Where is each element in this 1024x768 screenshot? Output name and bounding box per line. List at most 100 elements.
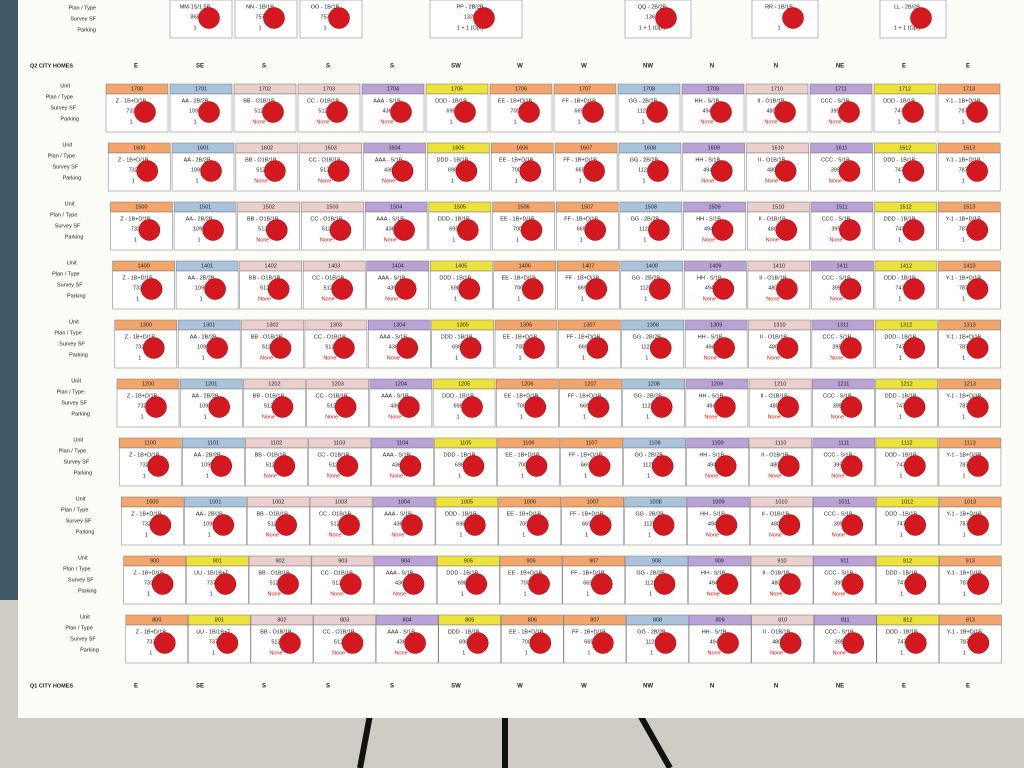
survey-sf: 480 <box>767 167 776 173</box>
parking: 1 <box>647 473 650 479</box>
sold-sticker <box>402 573 425 595</box>
sold-sticker <box>647 160 669 182</box>
unit-number: 909 <box>715 558 724 564</box>
sold-sticker <box>462 455 485 477</box>
survey-sf: 747 <box>895 285 904 291</box>
sold-sticker <box>390 101 412 123</box>
exposure: NE <box>836 64 844 70</box>
unit-number: 1402 <box>265 263 277 269</box>
survey-sf: 1123 <box>639 226 651 232</box>
survey-sf: 512 <box>320 167 329 173</box>
survey-sf: 698 <box>453 403 462 409</box>
exposure: SW <box>451 684 461 690</box>
unit-number: 1613 <box>963 145 975 151</box>
survey-sf: 512 <box>324 285 333 291</box>
plan-type: EE - 1B+D/1B <box>503 334 538 340</box>
parking: 1 <box>961 119 964 125</box>
parking: 1 <box>898 178 901 184</box>
parking: 1 <box>962 473 965 479</box>
unit-number: 1109 <box>712 440 724 446</box>
unit-number: 1101 <box>207 440 219 446</box>
survey-sf: 395 <box>832 285 841 291</box>
unit-number: 900 <box>150 558 159 564</box>
plan-type: CC - O1B/1B <box>312 275 344 281</box>
survey-sf: 512 <box>332 580 341 586</box>
row-label: Unit <box>62 142 72 148</box>
sold-sticker <box>277 573 299 595</box>
row-label: Survey SF <box>53 164 79 170</box>
survey-sf: 480 <box>770 403 779 409</box>
unit-number: 1007 <box>587 499 599 505</box>
row-label: Plan / Type <box>65 625 92 631</box>
parking: None <box>701 178 714 184</box>
parking: None <box>268 591 281 597</box>
plan-type: Z - 1B+D/1B <box>122 275 153 281</box>
row-label: Survey SF <box>66 518 92 524</box>
plan-type: DDD - 1B/1B <box>886 570 918 576</box>
window <box>0 0 22 600</box>
unit-number: 1401 <box>201 263 213 269</box>
unit-number: 1510 <box>772 204 784 210</box>
survey-sf: 395 <box>830 108 839 114</box>
exposure: E <box>902 684 906 690</box>
parking: 1 <box>898 237 901 243</box>
sold-sticker <box>779 573 801 595</box>
parking: None <box>380 119 393 125</box>
survey-sf: 1123 <box>640 285 652 291</box>
unit-number: 1406 <box>519 263 531 269</box>
sold-sticker <box>585 278 608 300</box>
sold-sticker <box>523 337 545 359</box>
plan-type: GG - 2B/2B <box>633 334 662 340</box>
plan-type: AA - 2B/2B <box>182 98 209 104</box>
exposure: NW <box>643 64 653 70</box>
row-label: Plan / Type <box>52 271 79 277</box>
parking: None <box>320 237 333 243</box>
survey-sf: 480 <box>768 226 777 232</box>
plan-type: CCC - S/1B <box>822 216 851 222</box>
parking: 1 <box>198 237 201 243</box>
sold-sticker <box>202 219 224 241</box>
parking: None <box>387 355 400 361</box>
survey-sf: 1123 <box>646 639 658 645</box>
unit-number: 807 <box>590 617 599 623</box>
survey-sf: 700 <box>514 285 523 291</box>
plan-type: Y-1 - 1B+D/1B <box>946 157 981 163</box>
survey-sf: 512 <box>331 521 340 527</box>
unit-number: 1502 <box>263 204 275 210</box>
survey-sf: 512 <box>322 226 331 232</box>
unit-number: 1607 <box>580 145 592 151</box>
sold-sticker <box>904 573 927 595</box>
survey-sf: 512 <box>260 285 269 291</box>
parking: 1 <box>963 591 966 597</box>
sold-sticker <box>778 455 800 477</box>
unit-number: 1702 <box>259 86 271 92</box>
plan-type: NN - 1B/1B <box>246 4 274 10</box>
row-label: Parking <box>77 27 96 33</box>
survey-sf: 700 <box>522 639 531 645</box>
sold-sticker <box>136 160 158 182</box>
parking: None <box>323 355 336 361</box>
row-label: Parking <box>76 529 95 535</box>
unit-number: 910 <box>777 558 786 564</box>
row-label: Plan / Type <box>59 448 86 454</box>
parking: None <box>705 473 718 479</box>
plan-type: AAA - S/1B <box>381 393 409 399</box>
unit-number: 1612 <box>899 145 911 151</box>
plan-type: EE - 1B+D/1B <box>508 570 543 576</box>
easel-leg <box>637 713 673 768</box>
sold-sticker <box>216 632 239 654</box>
sold-sticker <box>518 101 540 123</box>
parking: None <box>262 414 275 420</box>
unit-number: 1500 <box>135 204 147 210</box>
unit-number: 1212 <box>900 381 912 387</box>
plan-type: MM-1S/1.5B <box>180 4 211 10</box>
survey-sf: 512 <box>262 344 271 350</box>
survey-sf: 512 <box>266 462 275 468</box>
survey-sf: 494 <box>709 580 718 586</box>
plan-type: HH - S/1B <box>698 334 723 340</box>
parking: 1 <box>899 355 902 361</box>
sold-sticker <box>649 278 671 300</box>
survey-sf: 698 <box>449 226 458 232</box>
unit-number: 1711 <box>835 86 847 92</box>
unit-number: 1410 <box>773 263 785 269</box>
